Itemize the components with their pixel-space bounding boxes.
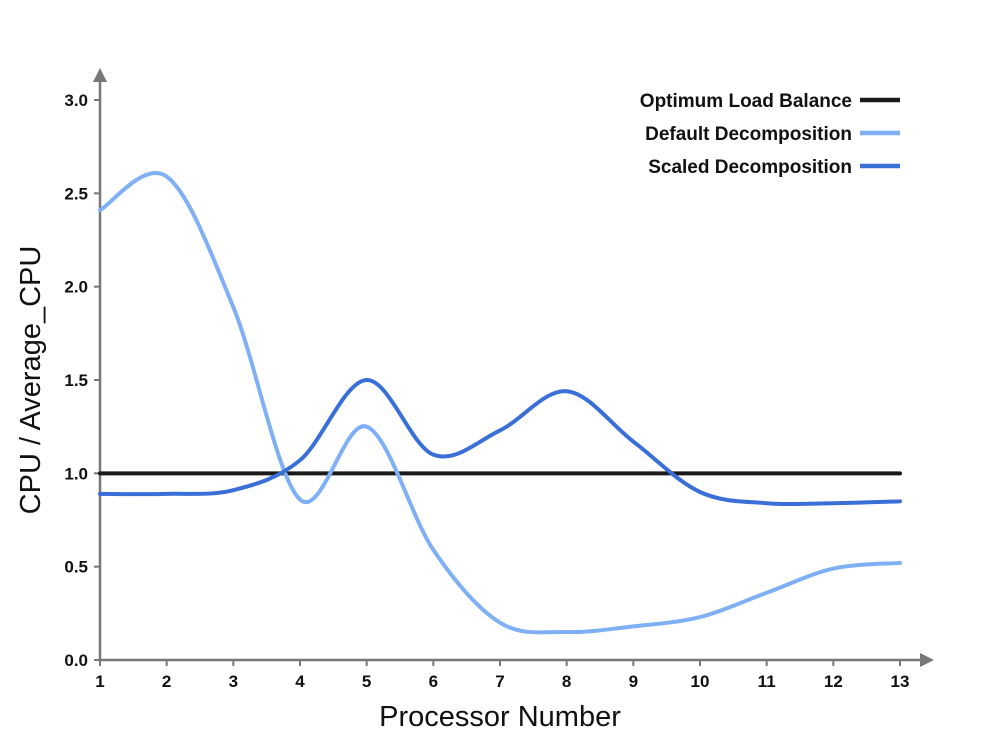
legend-label-scaled-decomposition: Scaled Decomposition <box>648 157 852 178</box>
x-tick-label: 10 <box>691 672 710 691</box>
x-tick-label: 13 <box>891 672 910 691</box>
x-tick-label: 2 <box>162 672 171 691</box>
series-line-scaled-decomposition <box>100 380 900 504</box>
y-tick-label: 3.0 <box>64 91 88 110</box>
x-tick-label: 12 <box>824 672 843 691</box>
y-tick-label: 2.0 <box>64 278 88 297</box>
series-line-default-decomposition <box>100 173 900 632</box>
x-tick-label: 5 <box>362 672 371 691</box>
y-tick-label: 2.5 <box>64 184 88 203</box>
y-axis-title: CPU / Average_CPU <box>15 246 47 515</box>
legend: Optimum Load Balance Default Decompositio… <box>640 91 900 178</box>
series-layer <box>100 173 900 632</box>
y-axis-arrow <box>93 68 107 82</box>
x-ticks: 1 2 3 4 5 6 7 8 9 10 11 12 13 <box>95 660 909 691</box>
x-tick-label: 11 <box>758 672 776 691</box>
x-axis-arrow <box>920 653 934 667</box>
y-tick-label: 0.5 <box>64 558 88 577</box>
x-tick-label: 6 <box>429 672 438 691</box>
legend-label-default-decomposition: Default Decomposition <box>645 124 852 145</box>
x-tick-label: 1 <box>95 672 104 691</box>
x-tick-label: 9 <box>629 672 638 691</box>
x-axis-title: Processor Number <box>379 701 621 733</box>
y-tick-label: 1.5 <box>64 371 88 390</box>
x-tick-label: 8 <box>562 672 571 691</box>
legend-label-optimum-load-balance: Optimum Load Balance <box>640 91 852 112</box>
y-ticks: 0.0 0.5 1.0 1.5 2.0 2.5 3.0 <box>64 91 100 670</box>
x-tick-label: 3 <box>229 672 238 691</box>
x-tick-label: 7 <box>495 672 504 691</box>
x-tick-label: 4 <box>295 672 305 691</box>
y-tick-label: 1.0 <box>64 464 88 483</box>
y-tick-label: 0.0 <box>64 651 88 670</box>
